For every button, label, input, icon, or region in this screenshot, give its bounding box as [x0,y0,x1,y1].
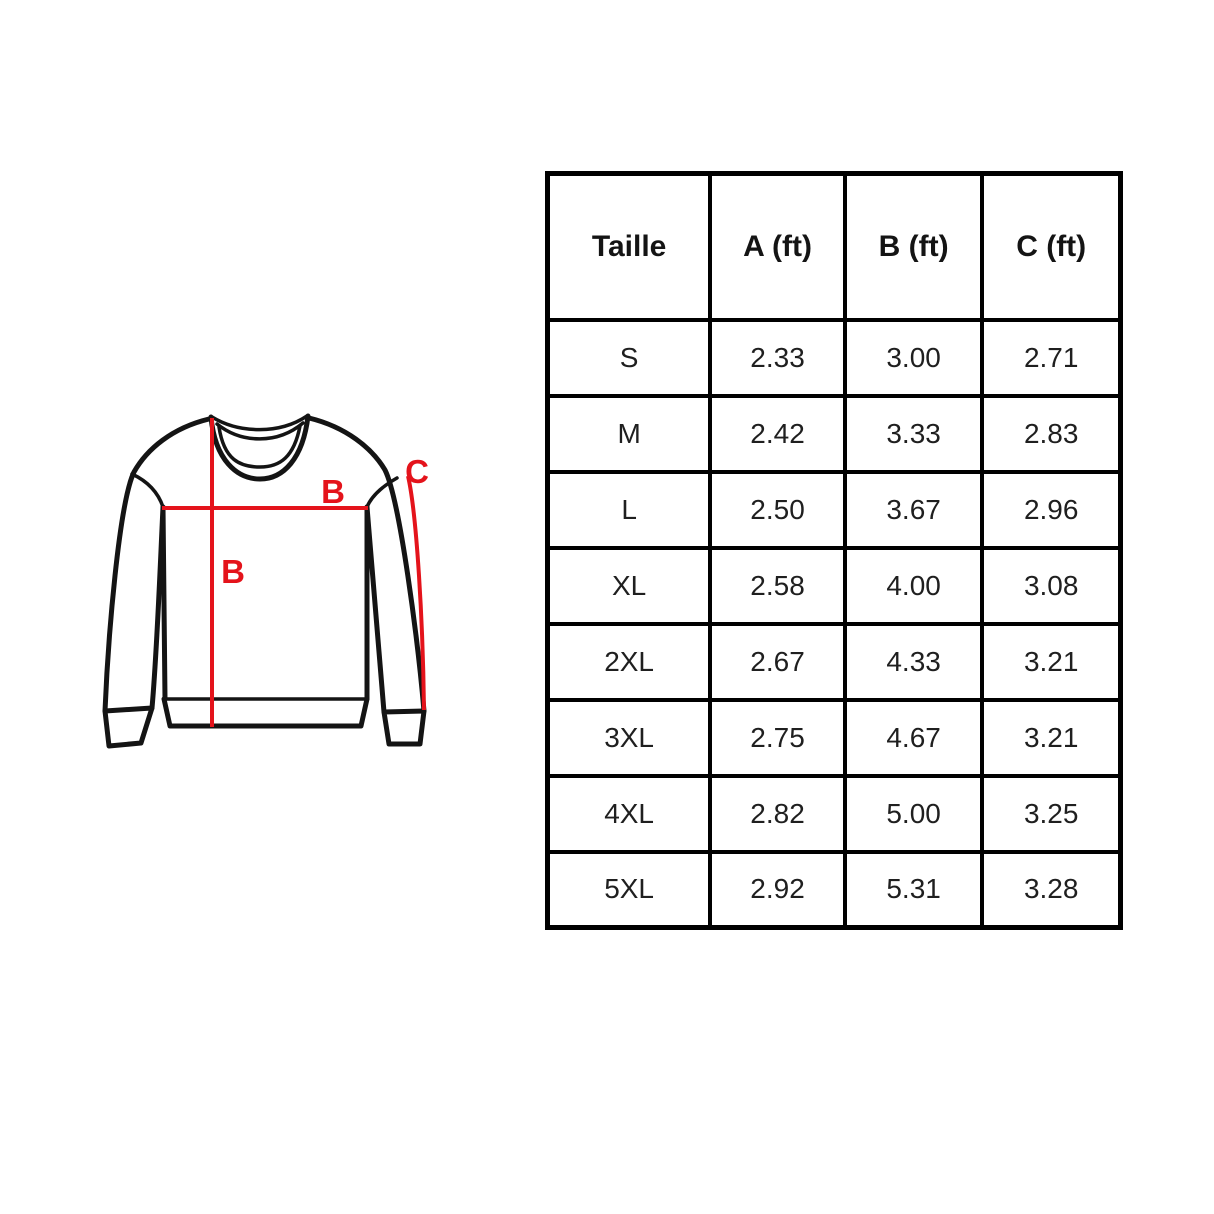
cell-c: 3.21 [980,697,1123,778]
cell-a: 2.92 [708,849,847,930]
cell-b: 4.67 [842,697,985,778]
cell-a: 2.67 [708,621,847,702]
cell-size: XL [545,545,713,626]
header-a-ft: A (ft) [708,171,847,322]
cell-a: 2.82 [708,773,847,854]
cell-size: S [545,317,713,398]
cell-b: 3.33 [842,393,985,474]
table-row: M 2.42 3.33 2.83 [545,393,1123,474]
cell-c: 2.71 [980,317,1123,398]
measurement-label-b-vertical: B [221,553,245,590]
collar-back-top [210,414,309,432]
sweatshirt-outline [102,413,427,749]
size-chart-table: Taille A (ft) B (ft) C (ft) S 2.33 3.00 … [545,171,1123,930]
header-c-ft: C (ft) [980,171,1123,322]
cell-b: 4.00 [842,545,985,626]
cell-b: 5.31 [842,849,985,930]
cell-c: 2.83 [980,393,1123,474]
collar-inner-curve [217,424,302,469]
body-side-edges [160,504,370,702]
collar-back-inner [215,421,305,441]
cell-a: 2.50 [708,469,847,550]
cell-a: 2.75 [708,697,847,778]
table-row: XL 2.58 4.00 3.08 [545,545,1123,626]
measurement-label-b-chest: B [321,473,345,510]
table-header-row: Taille A (ft) B (ft) C (ft) [545,171,1123,322]
cell-c: 3.08 [980,545,1123,626]
header-taille: Taille [545,171,713,322]
cell-size: M [545,393,713,474]
header-b-ft: B (ft) [842,171,985,322]
cell-b: 5.00 [842,773,985,854]
cell-c: 3.28 [980,849,1123,930]
cell-size: 5XL [545,849,713,930]
cell-size: 2XL [545,621,713,702]
cell-b: 4.33 [842,621,985,702]
right-sleeve-outline [306,415,427,714]
right-cuff [381,708,427,747]
hem-band [161,696,370,729]
right-sleeve-inner-edge [364,504,387,715]
left-cuff [102,705,155,749]
table-row: 3XL 2.75 4.67 3.21 [545,697,1123,778]
table-row: L 2.50 3.67 2.96 [545,469,1123,550]
measurement-lines [162,418,426,727]
cell-size: 3XL [545,697,713,778]
table-row: 4XL 2.82 5.00 3.25 [545,773,1123,854]
table-row: S 2.33 3.00 2.71 [545,317,1123,398]
cell-b: 3.00 [842,317,985,398]
measurement-label-c-sleeve: C [405,453,429,490]
cell-a: 2.42 [708,393,847,474]
cell-a: 2.33 [708,317,847,398]
cell-size: L [545,469,713,550]
cell-size: 4XL [545,773,713,854]
cell-c: 3.25 [980,773,1123,854]
table-row: 2XL 2.67 4.33 3.21 [545,621,1123,702]
cell-c: 2.96 [980,469,1123,550]
collar-outer-curve [208,413,311,482]
table-row: 5XL 2.92 5.31 3.28 [545,849,1123,930]
left-sleeve-outline [102,416,212,714]
measurement-line-c-sleeve [406,475,426,711]
cell-b: 3.67 [842,469,985,550]
cell-c: 3.21 [980,621,1123,702]
left-armhole-seam [130,472,165,509]
cell-a: 2.58 [708,545,847,626]
right-armhole-seam [365,476,399,509]
